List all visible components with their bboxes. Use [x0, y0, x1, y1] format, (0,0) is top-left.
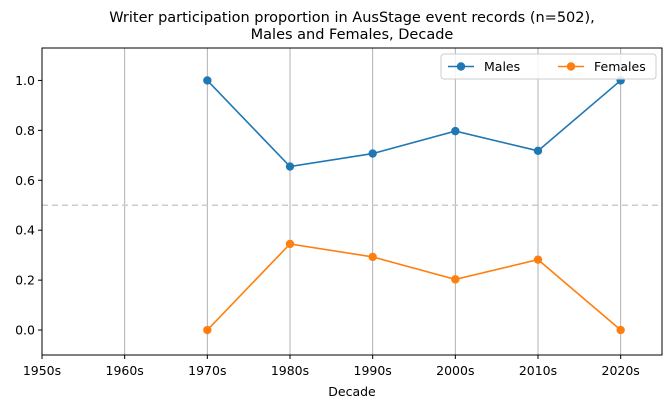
y-tick-label: 1.0: [15, 73, 35, 88]
data-point-females-1980s: [285, 239, 295, 249]
legend-entry-females: Females: [558, 59, 646, 74]
x-tick-label: 1990s: [354, 363, 392, 378]
data-point-females-1970s: [203, 325, 212, 335]
x-tick-label: 1950s: [23, 363, 61, 378]
x-tick-label: 1970s: [188, 363, 226, 378]
data-point-males-2000s: [451, 126, 460, 136]
data-point-females-2020s: [616, 325, 625, 335]
x-tick-label: 2020s: [602, 363, 640, 378]
grid-lines: [41, 48, 622, 355]
series-line-males: [206, 79, 622, 168]
y-axis: 0.0 0.2 0.4 0.6 0.8 1.0: [15, 73, 42, 338]
legend-label: Males: [484, 59, 520, 74]
y-tick-label: 0.2: [15, 273, 35, 288]
chart-title-line-2: Males and Females, Decade: [251, 27, 454, 43]
data-point-females-2000s: [451, 275, 460, 284]
data-point-males-1990s: [368, 149, 377, 158]
series-layer: [203, 76, 625, 335]
data-point-males-2010s: [533, 146, 543, 156]
series-line-females: [206, 243, 622, 331]
x-tick-label: 1980s: [271, 363, 309, 378]
series-females: [203, 239, 625, 335]
x-axis-label: Decade: [328, 384, 376, 399]
data-point-females-1990s: [368, 252, 377, 262]
x-tick-label: 2000s: [436, 363, 474, 378]
legend-label: Females: [594, 59, 646, 74]
y-tick-label: 0.4: [15, 223, 35, 238]
legend-box: [440, 53, 657, 80]
plot-frame: [41, 47, 663, 356]
data-point-females-2010s: [533, 255, 543, 264]
legend-swatch-marker: [456, 62, 466, 71]
data-point-males-1970s: [203, 76, 212, 85]
y-tick-label: 0.0: [15, 323, 35, 338]
y-tick-label: 0.8: [15, 123, 35, 138]
chart-title-line-1: Writer participation proportion in AusSt…: [109, 10, 595, 26]
x-axis: 1950s 1960s 1970s 1980s 1990s 2000s 2010s 2020s: [23, 355, 640, 378]
x-tick-label: 1960s: [106, 363, 144, 378]
legend: Males Females: [440, 53, 657, 80]
series-males: [203, 76, 625, 171]
x-tick-label: 2010s: [519, 363, 557, 378]
legend-entry-males: Males: [448, 59, 520, 74]
data-point-males-1980s: [285, 162, 295, 171]
y-tick-label: 0.6: [15, 173, 35, 188]
legend-swatch-marker: [566, 62, 576, 71]
